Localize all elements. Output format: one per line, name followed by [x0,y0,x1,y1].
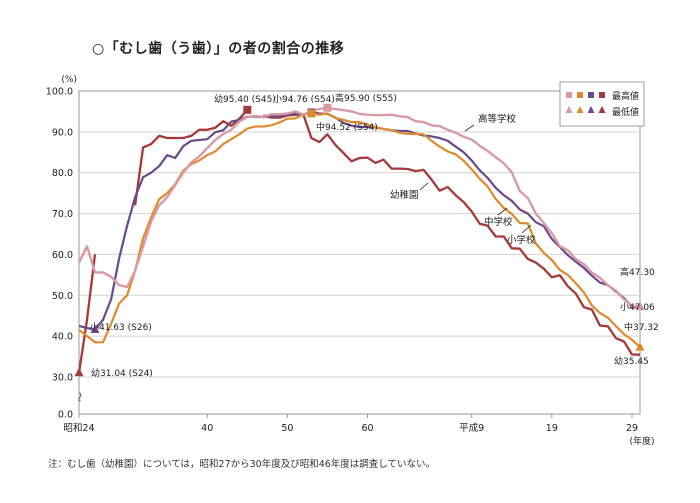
series-line-high [77,106,640,308]
x-tick-label: 60 [361,423,373,434]
axis-break: 〜 [73,392,84,402]
y-axis-unit: (%) [61,75,77,85]
legend-box [559,81,645,127]
x-axis-unit: (年度) [629,435,654,447]
y-tick-label: 90.0 [52,127,73,138]
series-line-kindergarten [77,254,97,373]
legend-max-swatch [566,92,572,98]
x-tick-label: 50 [281,423,293,434]
x-tick-label: 平成9 [459,422,484,434]
legend-max-swatch [599,92,605,98]
data-label: 幼35.45 [614,355,649,367]
series-line-elementary [78,111,640,331]
legend-max-swatch [577,92,583,98]
legend-label-max: 最高値 [612,90,639,102]
legend-max-swatch [588,92,594,98]
max-marker-kindergarten [243,105,252,114]
leader-line [464,124,475,132]
data-label: 中94.52 (S54) [316,121,378,133]
max-marker-high [323,103,332,112]
legend-min-swatch [576,106,584,113]
data-label: 中37.32 [624,321,659,333]
leader-line [419,182,429,191]
data-label: 幼31.04 (S24) [91,367,153,379]
legend-min-swatch [598,106,606,113]
x-tick-label: 19 [546,423,558,434]
x-tick-label: 29 [626,423,638,434]
min-marker-middle [635,342,645,351]
y-tick-label: 80.0 [52,168,73,179]
series-label-high: 高等学校 [478,113,517,125]
data-label: 小41.63 (S26) [90,322,152,333]
y-tick-label: 0.0 [58,410,73,421]
y-tick-label: 30.0 [52,373,73,384]
x-tick-label: 40 [201,423,213,434]
y-tick-label: 100.0 [46,87,73,98]
data-label: 幼95.40 (S45) [214,93,276,105]
data-label: 高95.90 (S55) [335,92,397,104]
max-marker-middle [307,109,316,118]
y-tick-label: 40.0 [52,332,73,343]
chart-title: ○「むし歯（う歯）」の者の割合の推移 [92,41,345,57]
data-label: 小94.76 (S54) [273,94,335,105]
legend-label-min: 最低値 [612,106,639,118]
data-label: 小47.06 [620,302,655,313]
y-tick-label: 60.0 [52,250,73,261]
data-label: 高47.30 [620,266,655,278]
footnote: 注：むし歯（幼稚園）については，昭和27から30年度及び昭和46年度は調査してい… [48,459,436,470]
series-label-elementary: 小学校 [507,234,536,246]
min-marker-elementary [90,324,100,333]
series-label-kindergarten: 幼稚園 [390,189,419,201]
y-tick-label: 50.0 [52,291,73,302]
legend-min-swatch [587,106,595,113]
legend-min-swatch [565,106,573,113]
y-tick-label: 70.0 [52,209,73,220]
x-tick-label: 昭和24 [63,423,94,434]
plot-area [78,90,641,415]
min-marker-kindergarten [74,367,84,377]
series-label-middle: 中学校 [484,216,513,228]
leader-line [497,207,508,216]
leader-line [521,224,532,234]
min-marker-high [635,301,645,310]
series-line-kindergarten [263,113,641,356]
